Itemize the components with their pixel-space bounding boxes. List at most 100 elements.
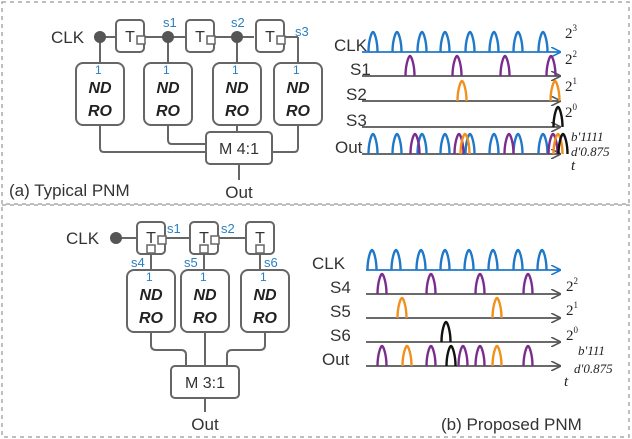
time-label-a: t [571, 158, 576, 174]
signal-label-s4: s4 [131, 255, 145, 270]
out-pulse [512, 132, 524, 155]
clk-node-b [110, 232, 122, 244]
tff-label: T [255, 230, 265, 247]
clk-pulse [488, 30, 500, 53]
out-label-b: Out [191, 415, 219, 434]
node-s1-a [162, 31, 174, 43]
out-pulse [439, 132, 451, 155]
ndro-label-1: ND [225, 80, 249, 97]
power-label: 23 [565, 23, 578, 42]
decimal-value-b: d′0.875 [574, 361, 613, 376]
node-s2-a [231, 31, 243, 43]
caption-b: (b) Proposed PNM [441, 415, 582, 434]
out-pulse [401, 344, 413, 367]
ndro-weight: 1 [260, 270, 267, 284]
clk-pulse [512, 30, 524, 53]
timing-row-s2-label: S2 [346, 85, 367, 104]
timing-row-s5-label: S5 [330, 302, 351, 321]
signal-label-s2-b: s2 [221, 221, 235, 236]
out-pulse [453, 132, 465, 155]
ndro-weight: 1 [200, 270, 207, 284]
out-pulse [491, 344, 503, 367]
clk-pulse [391, 30, 403, 53]
panel-a-frame [1, 1, 630, 205]
clk-label-b: CLK [66, 229, 100, 248]
tff-label: T [265, 29, 275, 46]
s6-pulse [440, 320, 452, 343]
out-pulse [522, 344, 534, 367]
out-label-a: Out [225, 183, 253, 202]
mux-b: M 3:1 [170, 365, 240, 399]
ndro-label-2: RO [193, 310, 218, 327]
ndro-weight: 1 [146, 270, 153, 284]
s2-pulse [456, 79, 468, 102]
ndro-a1: 1 ND RO [75, 62, 125, 126]
ndro-label-2: RO [286, 103, 311, 120]
s4-pulse [376, 272, 388, 295]
mux-a: M 4:1 [205, 131, 273, 165]
out-pulse [367, 132, 379, 155]
s1-pulse [404, 54, 416, 77]
binary-value-b: b′111 [578, 343, 605, 358]
mux-label: M 4:1 [219, 141, 259, 158]
timing-row-out-label: Out [335, 138, 363, 157]
ndro-label-2: RO [139, 310, 164, 327]
tff-b3: T [245, 221, 275, 255]
clk-pulse [415, 248, 427, 271]
timing-row-s1-label: S1 [350, 60, 371, 79]
ndro-label-1: ND [193, 287, 217, 304]
ndro-b1: 1 ND RO [126, 269, 176, 333]
tff-a1: T [115, 19, 146, 53]
tff-a3: T [255, 19, 286, 53]
ndro-label-1: ND [88, 80, 112, 97]
clk-pulse [439, 30, 451, 53]
s4-pulse [474, 272, 486, 295]
ndro-weight: 1 [232, 63, 239, 77]
panel-b-frame [1, 204, 630, 438]
s3-pulse [552, 105, 564, 128]
ndro-a3: 1 ND RO [212, 62, 262, 126]
tff-label: T [125, 29, 135, 46]
out-pulse [391, 132, 403, 155]
tff-label: T [195, 29, 205, 46]
signal-label-s1: s1 [163, 15, 177, 30]
clk-pulse [536, 248, 548, 271]
clk-pulse [487, 248, 499, 271]
out-pulse [474, 344, 486, 367]
out-pulse [537, 132, 549, 155]
out-pulse [445, 344, 457, 367]
circuit-b [120, 237, 266, 412]
timing-row-s4-label: S4 [330, 278, 351, 297]
power-label: 21 [565, 76, 577, 95]
clk-label-a: CLK [51, 28, 85, 47]
decimal-value-a: d′0.875 [571, 144, 610, 159]
tff-label: T [146, 230, 156, 247]
s4-pulse [425, 272, 437, 295]
tff-b2: T [189, 221, 220, 255]
power-label: 20 [565, 102, 578, 121]
timing-row-s3-label: S3 [346, 111, 367, 130]
clk-pulse [512, 248, 524, 271]
clk-node-a [94, 31, 106, 43]
ndro-weight: 1 [293, 63, 300, 77]
ndro-label-1: ND [156, 80, 180, 97]
s5-pulse [491, 296, 503, 319]
tff-a2: T [185, 19, 216, 53]
tff-label: T [199, 230, 209, 247]
clk-pulse [439, 248, 451, 271]
ndro-label-2: RO [253, 310, 278, 327]
timing-row-out-b-label: Out [322, 350, 350, 369]
ndro-label-1: ND [253, 287, 277, 304]
caption-a: (a) Typical PNM [9, 181, 130, 200]
out-pulse [464, 132, 476, 155]
tff-b1: T [136, 221, 167, 255]
clk-pulse [463, 248, 475, 271]
out-pulse [409, 132, 421, 155]
power-label: 21 [566, 300, 578, 319]
ndro-b3: 1 ND RO [240, 269, 290, 333]
ndro-a2: 1 ND RO [143, 62, 193, 126]
s4-pulse [522, 272, 534, 295]
s5-pulse [396, 296, 408, 319]
ndro-weight: 1 [95, 63, 102, 77]
